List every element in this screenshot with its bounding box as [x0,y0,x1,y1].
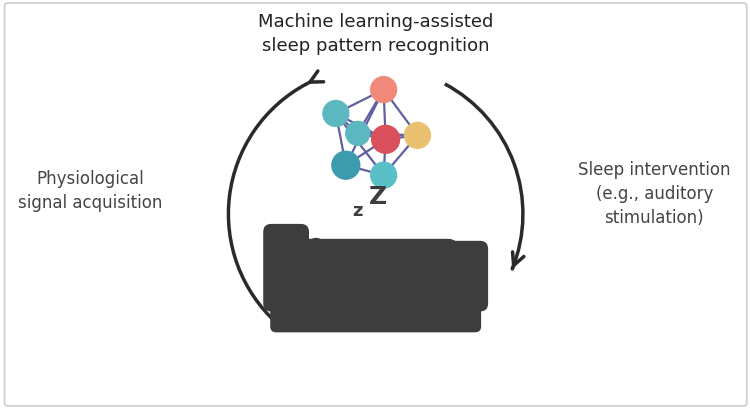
FancyBboxPatch shape [263,224,309,312]
Circle shape [323,101,349,126]
Text: z: z [352,202,363,220]
FancyBboxPatch shape [291,239,458,310]
Text: Z: Z [368,185,387,209]
FancyBboxPatch shape [270,299,482,333]
Circle shape [332,151,360,179]
Text: Machine learning-assisted
sleep pattern recognition: Machine learning-assisted sleep pattern … [258,13,494,55]
Circle shape [404,122,430,148]
Circle shape [370,76,397,103]
Ellipse shape [344,248,428,270]
Text: Sleep intervention
(e.g., auditory
stimulation): Sleep intervention (e.g., auditory stimu… [578,161,730,227]
Text: Physiological
signal acquisition: Physiological signal acquisition [18,170,162,212]
FancyBboxPatch shape [442,241,488,312]
Circle shape [370,162,397,188]
Circle shape [346,121,370,145]
Ellipse shape [305,238,327,264]
Circle shape [372,126,400,153]
